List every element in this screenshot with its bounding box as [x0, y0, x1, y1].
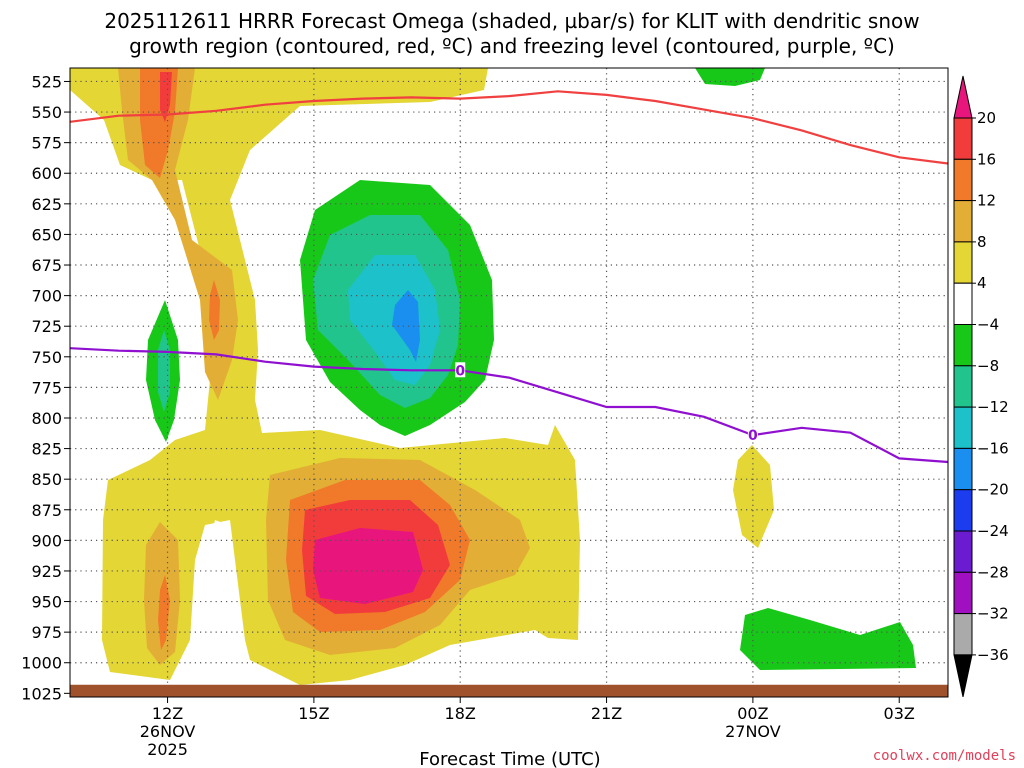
y-tick-label: 975: [31, 623, 62, 642]
colorbar-label: 16: [977, 150, 996, 168]
freezing-contour-labels: 00: [455, 362, 758, 444]
colorbar-label: −8: [977, 357, 999, 375]
colorbar-top-arrow: [953, 75, 973, 119]
y-tick-label: 775: [31, 378, 62, 397]
colorbar-swatch: [953, 530, 973, 573]
chart-title-line-1: 2025112611 HRRR Forecast Omega (shaded, …: [104, 9, 919, 33]
y-tick-label: 875: [31, 501, 62, 520]
y-tick-label: 900: [31, 531, 62, 550]
x-tick-label: 15Z: [298, 704, 329, 723]
colorbar-label: 12: [977, 192, 996, 210]
omega-p20-area-main: [313, 528, 423, 604]
omega-shading: [70, 68, 916, 685]
colorbar-swatch: [953, 117, 973, 160]
omega-p12-area-streak: [209, 280, 220, 340]
omega-white-hole-lower: [206, 520, 232, 660]
colorbar-swatch: [953, 406, 973, 449]
colorbar-label: 8: [977, 233, 987, 251]
y-axis: 525 550 575 600 625 650 675 700 725 750 775 800 825 8…: [21, 72, 70, 703]
colorbar-swatch: [953, 200, 973, 243]
y-tick-label: 825: [31, 440, 62, 459]
colorbar-swatch: [953, 282, 973, 326]
freezing-contour-label: 0: [455, 363, 465, 379]
y-tick-label: 600: [31, 164, 62, 183]
colorbar-swatch: [953, 489, 973, 532]
y-tick-label: 575: [31, 134, 62, 153]
colorbar-swatch: [953, 241, 973, 284]
colorbar-swatch: [953, 571, 973, 615]
omega-n4-area-upper-right: [695, 68, 765, 86]
colorbar-label: −32: [977, 605, 1009, 623]
plot-area: [70, 68, 948, 697]
colorbar-label: −20: [977, 481, 1009, 499]
x-tick-label: 12Z: [152, 704, 183, 723]
chart-title-line-2: growth region (contoured, red, ºC) and f…: [129, 34, 895, 58]
plot-border: [69, 67, 949, 698]
y-tick-label: 675: [31, 256, 62, 275]
y-tick-label: 750: [31, 348, 62, 367]
y-tick-label: 950: [31, 593, 62, 612]
omega-n16-area-main: [392, 290, 420, 362]
y-tick-label: 1000: [21, 654, 62, 673]
ground-band: [70, 684, 948, 697]
y-tick-label: 725: [31, 317, 62, 336]
x-tick-label: 03Z: [884, 704, 915, 723]
colorbar-label: −4: [977, 316, 999, 334]
x-tick-label: 00Z: [737, 704, 768, 723]
freezing-label-bg: [455, 362, 466, 378]
colorbar-bottom-arrow: [953, 654, 973, 698]
colorbar-swatch: [953, 613, 973, 656]
y-tick-label: 650: [31, 225, 62, 244]
colorbar-label: −36: [977, 646, 1009, 664]
colorbar-swatch: [953, 365, 973, 408]
colorbar-label: −24: [977, 522, 1009, 540]
x-tick-year: 2025: [147, 740, 188, 759]
y-tick-label: 700: [31, 287, 62, 306]
y-tick-label: 1025: [21, 684, 62, 703]
x-tick-date: 26NOV: [140, 722, 196, 741]
credit-text: coolwx.com/models: [873, 748, 1016, 764]
y-tick-label: 525: [31, 72, 62, 91]
omega-p4-area-right: [733, 445, 774, 548]
omega-n4-area-lower-right: [740, 608, 916, 670]
freezing-label-bg: [747, 427, 758, 443]
x-tick-date: 27NOV: [725, 722, 781, 741]
colorbar-swatch: [953, 324, 973, 367]
colorbar-label: −16: [977, 439, 1009, 457]
colorbar-swatch: [953, 447, 973, 491]
freezing-contour-label: 0: [748, 428, 758, 444]
omega-p16-area-upper: [160, 72, 172, 122]
freezing-level-line: [70, 347, 948, 464]
colorbar-label: 4: [977, 274, 987, 292]
colorbar-label: −12: [977, 398, 1009, 416]
x-tick-label: 18Z: [445, 704, 476, 723]
y-tick-label: 800: [31, 409, 62, 428]
colorbar: 20 16 12 8 4 −4 −8 −12 −16 −20 −24 −28 −32 −36: [953, 75, 1009, 698]
colorbar-label: −28: [977, 563, 1009, 581]
x-tick-label: 21Z: [591, 704, 622, 723]
y-tick-label: 925: [31, 562, 62, 581]
dgz-line: [70, 90, 948, 165]
colorbar-label: 20: [977, 109, 996, 127]
colorbar-swatch: [953, 158, 973, 202]
y-tick-label: 625: [31, 195, 62, 214]
y-tick-label: 850: [31, 470, 62, 489]
y-tick-label: 550: [31, 103, 62, 122]
x-axis-title: Forecast Time (UTC): [419, 749, 600, 768]
